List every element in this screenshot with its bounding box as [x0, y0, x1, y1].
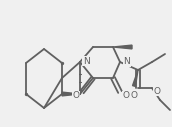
- Text: N: N: [124, 58, 130, 67]
- Text: O: O: [131, 91, 137, 99]
- Polygon shape: [113, 45, 132, 49]
- Text: O: O: [73, 91, 79, 100]
- Text: N: N: [83, 57, 89, 66]
- Polygon shape: [62, 92, 80, 96]
- Text: O: O: [153, 86, 160, 96]
- Text: O: O: [122, 91, 130, 100]
- Polygon shape: [133, 70, 138, 86]
